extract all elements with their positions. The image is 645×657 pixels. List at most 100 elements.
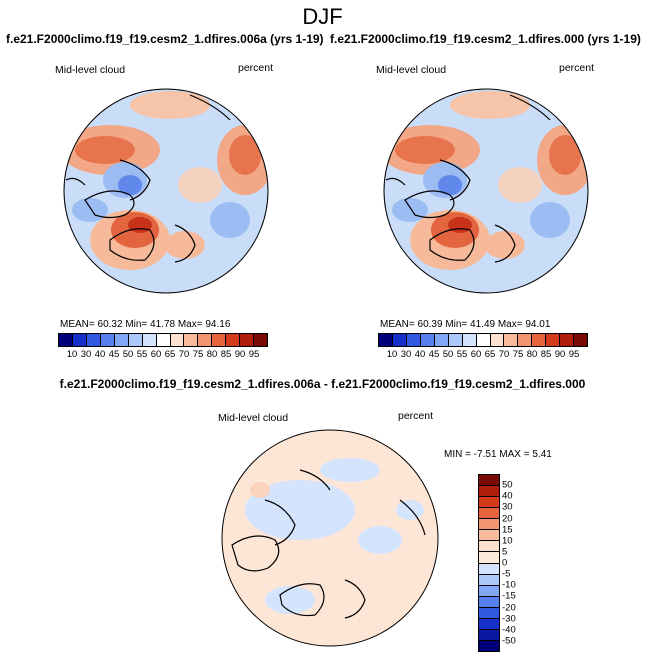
panel2-units-label: percent [559, 62, 595, 74]
colorbar-label: 80 [206, 349, 218, 360]
panel2-stats: MEAN= 60.39 Min= 41.49 Max= 94.01 [380, 319, 551, 330]
colorbar-swatch [546, 334, 561, 346]
colorbar-swatch [479, 607, 499, 619]
colorbar-label: 20 [502, 513, 513, 524]
colorbar-swatch [479, 519, 499, 531]
colorbar-label: 60 [150, 349, 162, 360]
colorbar-label: 0 [502, 557, 508, 569]
colorbar-label: 65 [164, 349, 176, 360]
colorbar-swatch [479, 640, 499, 651]
colorbar-swatch [479, 497, 499, 509]
panel2-colorbar [378, 333, 588, 347]
colorbar-swatch [254, 334, 268, 346]
colorbar-label: 30 [502, 501, 513, 513]
colorbar-swatch [479, 596, 499, 608]
colorbar-label: 45 [428, 349, 440, 360]
colorbar-swatch [479, 508, 499, 520]
colorbar-swatch [479, 552, 499, 564]
colorbar-swatch [198, 334, 213, 346]
colorbar-label: 95 [248, 349, 260, 360]
colorbar-swatch [72, 334, 87, 346]
colorbar-label: 10 [502, 535, 513, 547]
diff-colorbar [478, 474, 500, 652]
colorbar-swatch [479, 563, 499, 575]
colorbar-label: 40 [502, 490, 513, 502]
colorbar-swatch [128, 334, 143, 346]
colorbar-swatch [479, 475, 499, 487]
colorbar-swatch [476, 334, 491, 346]
panel1-variable-label: Mid-level cloud [55, 64, 126, 76]
colorbar-label: -50 [502, 635, 516, 647]
colorbar-swatch [156, 334, 171, 346]
panel2-run-title: f.e21.F2000climo.f19_f19.cesm2_1.dfires.… [330, 32, 641, 46]
colorbar-swatch [114, 334, 129, 346]
colorbar-swatch [574, 334, 588, 346]
colorbar-label: 85 [220, 349, 232, 360]
colorbar-swatch [479, 574, 499, 586]
colorbar-label: 75 [192, 349, 204, 360]
colorbar-swatch [100, 334, 115, 346]
colorbar-swatch [170, 334, 185, 346]
colorbar-label: -30 [502, 613, 516, 625]
colorbar-swatch [434, 334, 449, 346]
colorbar-swatch [406, 334, 421, 346]
colorbar-swatch [518, 334, 533, 346]
colorbar-label: 80 [526, 349, 538, 360]
colorbar-swatch [86, 334, 101, 346]
colorbar-swatch [142, 334, 157, 346]
colorbar-label: 15 [502, 524, 513, 536]
panel2-variable-label: Mid-level cloud [376, 64, 447, 76]
colorbar-label: -10 [502, 579, 516, 591]
colorbar-label: 85 [540, 349, 552, 360]
colorbar-swatch [490, 334, 505, 346]
colorbar-swatch [479, 541, 499, 553]
panel1-colorbar [58, 333, 268, 347]
colorbar-label: 30 [80, 349, 92, 360]
colorbar-swatch [504, 334, 519, 346]
colorbar-label: 10 [66, 349, 78, 360]
colorbar-swatch [448, 334, 463, 346]
colorbar-swatch [532, 334, 547, 346]
colorbar-swatch [479, 618, 499, 630]
colorbar-swatch [479, 530, 499, 542]
colorbar-label: 55 [456, 349, 468, 360]
colorbar-swatch [560, 334, 575, 346]
colorbar-swatch [479, 585, 499, 597]
colorbar-swatch [184, 334, 199, 346]
colorbar-label: 90 [234, 349, 246, 360]
colorbar-swatch [392, 334, 407, 346]
panel1-units-label: percent [238, 62, 274, 74]
colorbar-label: 70 [498, 349, 510, 360]
colorbar-label: -15 [502, 590, 516, 602]
colorbar-label: 60 [470, 349, 482, 360]
colorbar-label: 40 [94, 349, 106, 360]
colorbar-label: 50 [442, 349, 454, 360]
colorbar-label: 70 [178, 349, 190, 360]
colorbar-swatch [462, 334, 477, 346]
colorbar-swatch [212, 334, 227, 346]
colorbar-label: 95 [568, 349, 580, 360]
colorbar-swatch [379, 334, 393, 346]
diff-variable-label: Mid-level cloud [218, 412, 289, 424]
colorbar-swatch [479, 629, 499, 641]
figure-title: DJF [302, 4, 343, 29]
colorbar-swatch [240, 334, 255, 346]
colorbar-label: 75 [512, 349, 524, 360]
colorbar-label: 90 [554, 349, 566, 360]
colorbar-swatch [420, 334, 435, 346]
panel1-run-title: f.e21.F2000climo.f19_f19.cesm2_1.dfires.… [6, 32, 324, 46]
colorbar-label: 45 [108, 349, 120, 360]
colorbar-label: 55 [136, 349, 148, 360]
colorbar-label: 5 [502, 546, 508, 558]
diff-stats: MIN = -7.51 MAX = 5.41 [444, 449, 552, 460]
colorbar-label: 10 [386, 349, 398, 360]
colorbar-label: -40 [502, 624, 516, 636]
diff-units-label: percent [398, 410, 434, 422]
colorbar-swatch [226, 334, 241, 346]
colorbar-label: 50 [122, 349, 134, 360]
colorbar-label: 40 [414, 349, 426, 360]
diff-run-title: f.e21.F2000climo.f19_f19.cesm2_1.dfires.… [59, 377, 586, 391]
